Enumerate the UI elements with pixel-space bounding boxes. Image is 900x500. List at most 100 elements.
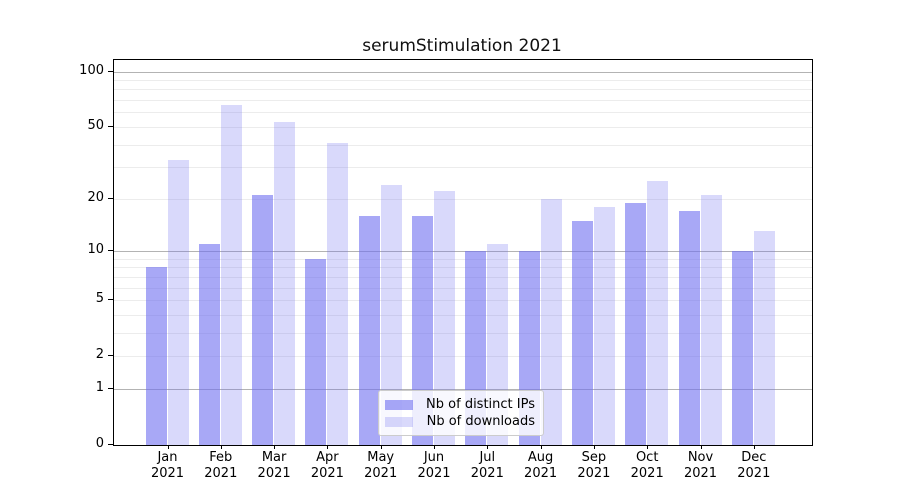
y-tick-label-1: 1 <box>95 379 104 395</box>
y-tick-label-10: 10 <box>87 241 104 257</box>
x-tick-feb <box>220 445 222 449</box>
y-tick-10 <box>108 249 113 251</box>
bar-downloads-may <box>380 184 402 445</box>
x-tick-month-aug: Aug <box>527 450 554 465</box>
x-tick-month-apr: Apr <box>316 450 339 465</box>
bar-ips-jun <box>412 215 433 445</box>
bar-ips-sep <box>571 220 593 445</box>
y-tick-label-2: 2 <box>95 347 104 363</box>
bar-ips-jan <box>145 267 167 445</box>
gridline-minor-70 <box>114 100 812 101</box>
gridline-major-10 <box>114 250 812 252</box>
x-tick-jul <box>487 445 489 449</box>
legend-item-downloads: Nb of downloads <box>385 413 535 430</box>
gridline-major-100 <box>114 71 812 73</box>
bar-ips-feb <box>198 243 220 445</box>
x-tick-month-nov: Nov <box>687 450 714 465</box>
x-tick-label-mar: Mar 2021 <box>244 450 304 481</box>
bar-downloads-nov <box>700 194 722 445</box>
x-tick-nov <box>700 445 702 449</box>
legend-item-distinct-ips: Nb of distinct IPs <box>385 396 535 413</box>
x-tick-month-jan: Jan <box>157 450 178 465</box>
x-tick-year-jul: 2021 <box>470 465 504 481</box>
x-tick-label-dec: Dec 2021 <box>724 450 784 481</box>
x-tick-month-oct: Oct <box>635 450 659 465</box>
plot-area <box>113 59 813 446</box>
x-tick-aug <box>540 445 542 449</box>
x-tick-year-apr: 2021 <box>310 465 344 481</box>
bar-ips-apr <box>305 258 327 445</box>
y-tick-100 <box>108 70 113 72</box>
y-tick-0 <box>108 444 113 445</box>
x-tick-year-sep: 2021 <box>577 465 611 481</box>
x-tick-label-jan: Jan 2021 <box>138 450 198 481</box>
x-tick-month-jun: Jun <box>423 450 445 465</box>
x-tick-year-aug: 2021 <box>524 465 558 481</box>
bar-downloads-apr <box>327 142 349 445</box>
x-tick-may <box>380 445 382 449</box>
x-tick-year-oct: 2021 <box>630 465 664 481</box>
x-tick-year-nov: 2021 <box>683 465 718 481</box>
x-tick-label-jun: Jun 2021 <box>404 450 464 481</box>
x-tick-year-mar: 2021 <box>257 465 291 481</box>
gridline-minor-9 <box>114 258 812 260</box>
chart-title: serumStimulation 2021 <box>362 36 562 56</box>
legend: Nb of distinct IPs Nb of downloads <box>378 390 544 436</box>
bar-downloads-jun <box>434 191 455 445</box>
x-tick-year-jan: 2021 <box>150 465 185 481</box>
legend-swatch-distinct-ips <box>385 399 413 410</box>
x-tick-year-may: 2021 <box>364 465 398 481</box>
bar-downloads-dec <box>753 231 775 445</box>
x-tick-jan <box>167 445 169 449</box>
gridline-major-1 <box>114 388 812 390</box>
y-tick-20 <box>108 197 113 199</box>
x-tick-month-feb: Feb <box>209 450 233 465</box>
x-tick-dec <box>753 445 755 449</box>
legend-swatch-downloads <box>385 416 413 427</box>
y-tick-50 <box>108 125 113 127</box>
gridline-minor-8 <box>114 267 812 269</box>
y-tick-2 <box>108 355 113 357</box>
bar-downloads-feb <box>220 104 242 445</box>
x-tick-label-sep: Sep 2021 <box>564 450 624 481</box>
x-tick-year-dec: 2021 <box>737 465 771 481</box>
x-tick-label-may: May 2021 <box>351 450 411 481</box>
x-tick-mar <box>274 445 276 449</box>
gridline-minor-50 <box>114 126 812 128</box>
x-tick-month-may: May <box>367 450 395 465</box>
bar-ips-oct <box>625 202 647 445</box>
gridline-minor-3 <box>114 332 812 334</box>
bar-downloads-sep <box>593 206 615 445</box>
x-tick-year-feb: 2021 <box>204 465 238 481</box>
x-tick-month-dec: Dec <box>741 450 767 465</box>
gridline-minor-5 <box>114 300 812 301</box>
x-tick-sep <box>593 445 595 449</box>
y-tick-1 <box>108 387 113 389</box>
x-tick-label-jul: Jul 2021 <box>457 450 517 481</box>
x-tick-month-jul: Jul <box>479 450 496 465</box>
gridline-minor-6 <box>114 287 812 289</box>
gridline-minor-4 <box>114 314 812 316</box>
gridline-minor-40 <box>114 144 812 146</box>
bar-ips-mar <box>252 194 274 445</box>
bar-downloads-jan <box>167 159 189 445</box>
y-tick-label-5: 5 <box>95 291 104 306</box>
x-tick-year-jun: 2021 <box>417 465 451 481</box>
bar-ips-nov <box>678 211 700 445</box>
y-tick-label-20: 20 <box>87 189 104 205</box>
gridline-minor-7 <box>114 276 812 278</box>
gridline-minor-90 <box>114 79 812 81</box>
y-tick-label-0: 0 <box>95 436 104 451</box>
legend-label-downloads: Nb of downloads <box>426 414 535 429</box>
x-tick-label-nov: Nov 2021 <box>671 450 731 481</box>
x-tick-month-mar: Mar <box>261 450 287 465</box>
x-tick-label-feb: Feb 2021 <box>191 450 251 481</box>
bar-downloads-mar <box>274 122 296 445</box>
x-tick-jun <box>434 445 435 449</box>
legend-label-distinct-ips: Nb of distinct IPs <box>426 397 535 412</box>
gridline-minor-20 <box>114 198 812 200</box>
bar-downloads-oct <box>647 181 669 445</box>
x-tick-label-oct: Oct 2021 <box>617 450 677 481</box>
bar-ips-may <box>358 215 380 445</box>
